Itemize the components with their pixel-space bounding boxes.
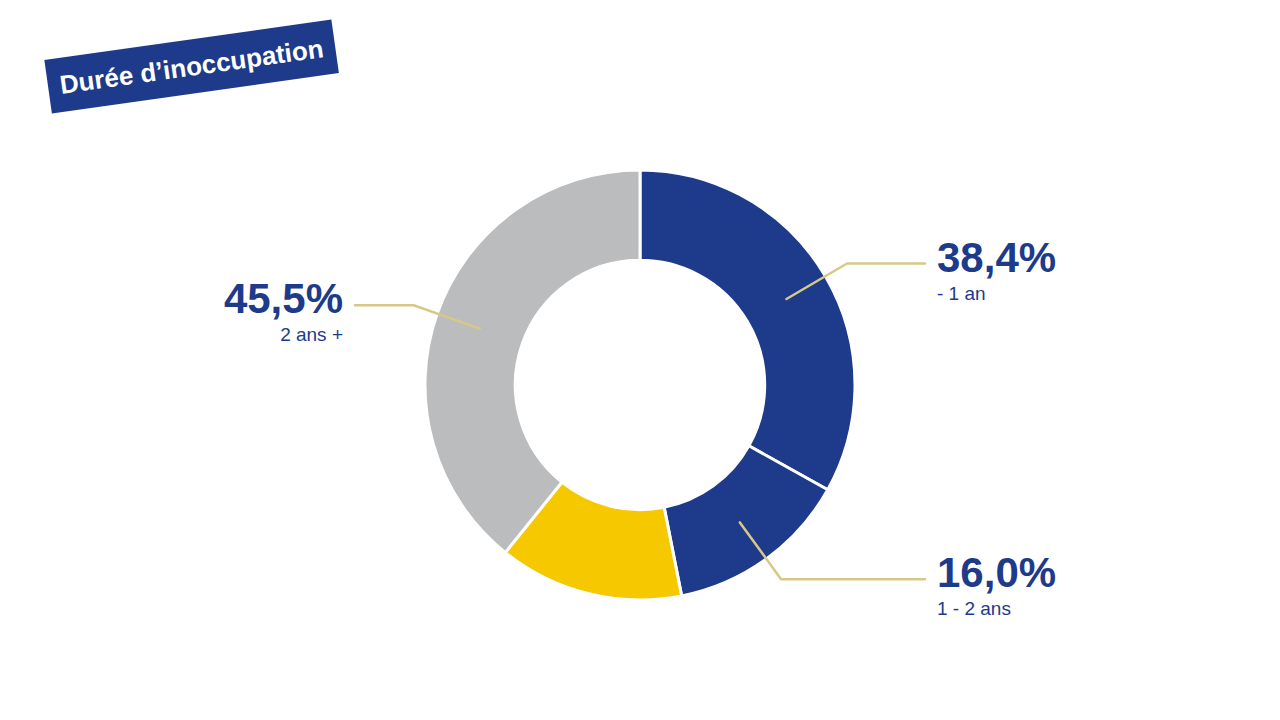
labels: 38,4%- 1 an 16,0%1 - 2 ans 45,5%2 ans +: [224, 234, 1056, 620]
connector: [740, 522, 925, 579]
title-box: [44, 20, 339, 114]
slice: [425, 170, 640, 553]
slice: [664, 446, 828, 596]
title-banner: Durée d’inoccupation: [44, 20, 339, 114]
data-label: 16,0%: [937, 549, 1056, 596]
chart-container: 38,4%- 1 an 16,0%1 - 2 ans 45,5%2 ans + Dur…: [0, 0, 1280, 720]
category-label: 1 - 2 ans: [937, 598, 1011, 619]
chart: 38,4%- 1 an 16,0%1 - 2 ans 45,5%2 ans + Dur…: [0, 0, 1280, 720]
data-label: 45,5%: [224, 275, 343, 322]
data-label: 38,4%: [937, 234, 1056, 281]
connector: [786, 264, 925, 300]
slice: [640, 170, 855, 490]
category-label: 2 ans +: [280, 324, 343, 345]
category-label: - 1 an: [937, 283, 986, 304]
background: [0, 0, 1280, 720]
title: Durée d’inoccupation: [58, 33, 325, 100]
connector: [355, 305, 480, 328]
slices: [425, 170, 855, 600]
